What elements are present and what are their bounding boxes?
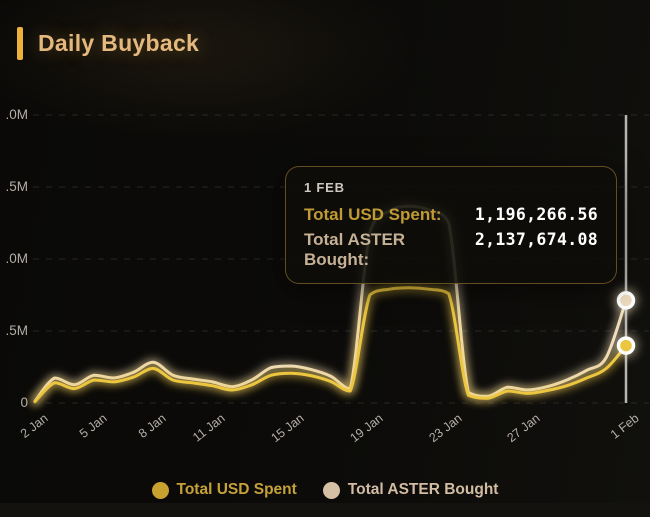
y-tick-1-5m: .5M — [5, 323, 28, 338]
tooltip-aster-value: 2,137,674.08 — [474, 230, 598, 249]
usd-series-label: Total USD Spent — [176, 481, 297, 498]
y-tick-4-5m: .5M — [5, 179, 28, 194]
legend: Total USD Spent Total ASTER Bought — [0, 478, 650, 502]
aster-series-swatch — [322, 481, 340, 499]
chart-header: Daily Buyback — [17, 27, 199, 60]
y-tick-3m: .0M — [5, 251, 28, 266]
series-lines — [31, 202, 630, 406]
bottom-strip — [0, 503, 650, 517]
tooltip-usd-label: Total USD Spent: — [304, 205, 442, 224]
aster-series-label: Total ASTER Bought — [347, 481, 499, 498]
y-tick-6m: .0M — [5, 107, 28, 122]
hover-dots — [614, 288, 638, 358]
usd-series-swatch — [151, 481, 169, 499]
legend-item-usd[interactable]: Total USD Spent — [151, 481, 297, 499]
tooltip-aster-label: Total ASTER Bought: — [304, 230, 406, 269]
tooltip-usd-value: 1,196,266.56 — [474, 205, 598, 224]
tooltip-aster-row: Total ASTER Bought: 2,137,674.08 — [304, 230, 598, 270]
tooltip-date: 1 FEB — [304, 180, 345, 195]
tooltip-usd-row: Total USD Spent: 1,196,266.56 — [304, 205, 598, 225]
legend-item-aster[interactable]: Total ASTER Bought — [322, 481, 499, 499]
title-accent-bar — [17, 27, 23, 60]
chart-tooltip: 1 FEB Total USD Spent: 1,196,266.56 Tota… — [285, 166, 617, 284]
y-tick-0: 0 — [20, 395, 28, 410]
page-title: Daily Buyback — [38, 30, 200, 56]
